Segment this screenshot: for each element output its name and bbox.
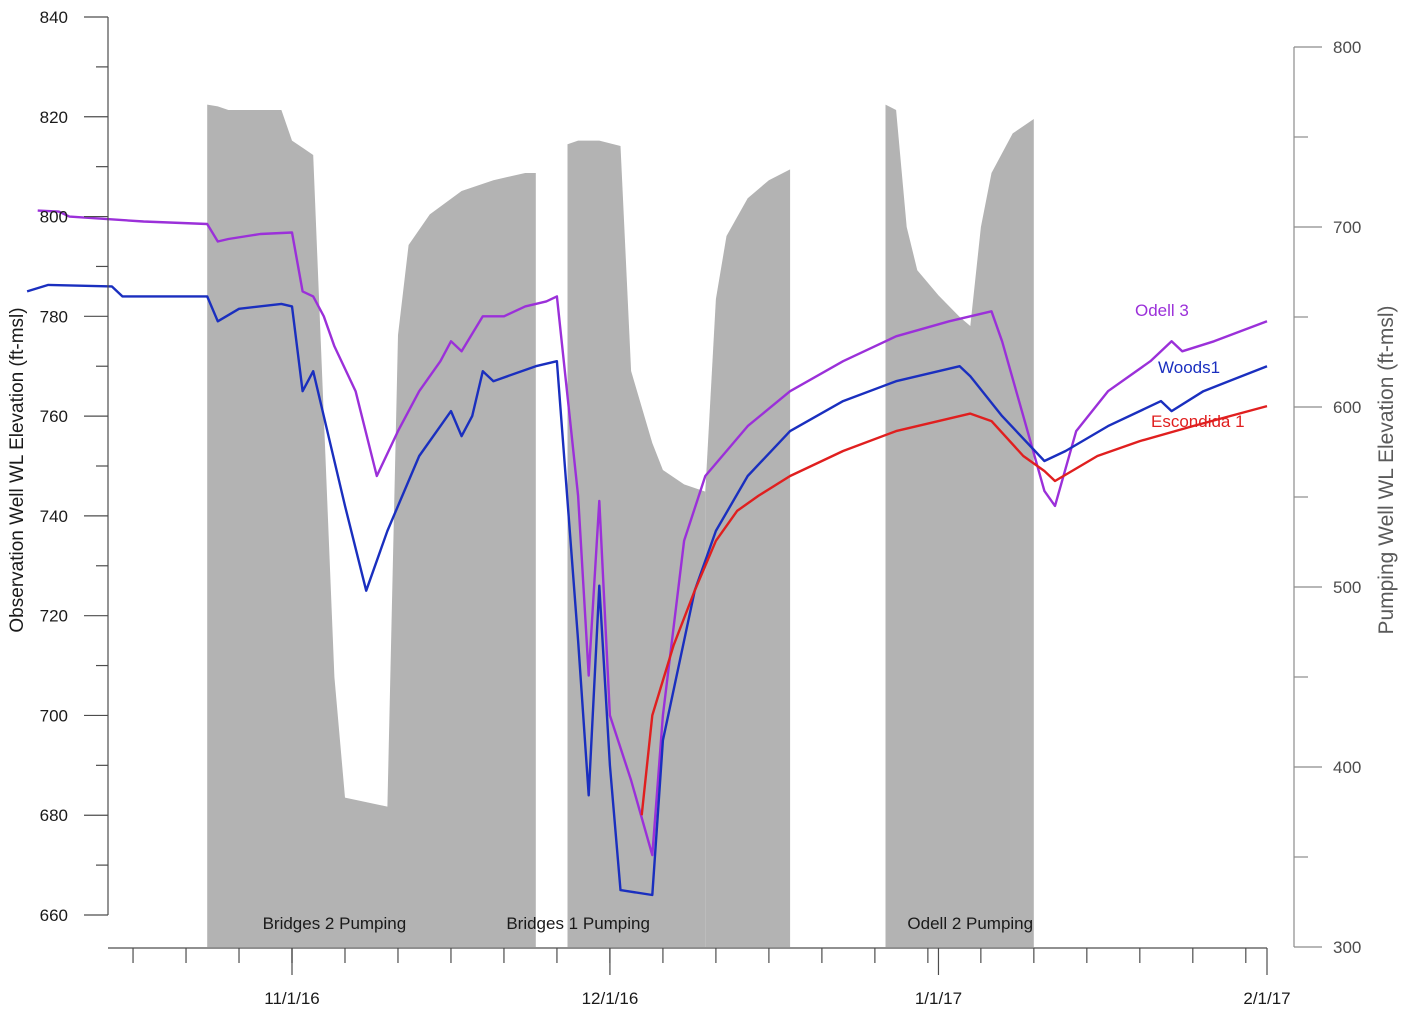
- pumping-bands: [207, 104, 1034, 948]
- right-tick-label: 800: [1333, 38, 1361, 57]
- right-tick-label: 300: [1333, 938, 1361, 957]
- series-labels: Odell 3 Woods1 Escondida 1: [1135, 301, 1245, 431]
- pumping-band-5: [885, 104, 1034, 948]
- y-axis-title: Observation Well WL Elevation (ft-msl): [7, 307, 28, 632]
- period-labels: Bridges 2 Pumping Bridges 1 Pumping Odell …: [263, 914, 1034, 933]
- left-tick-label: 740: [40, 507, 68, 526]
- right-y-axis: 300 400 500 600 700 800: [1293, 38, 1361, 957]
- right-tick-label: 400: [1333, 758, 1361, 777]
- series-label-escondida-1: Escondida 1: [1151, 412, 1245, 431]
- x-tick-label: 1/1/17: [915, 989, 962, 1008]
- left-tick-label: 840: [40, 8, 68, 27]
- left-tick-label: 680: [40, 806, 68, 825]
- period-label: Bridges 1 Pumping: [506, 914, 650, 933]
- left-tick-label: 700: [40, 706, 68, 725]
- x-axis: 11/1/16 12/1/16 1/1/17 2/1/17: [108, 947, 1291, 1008]
- pumping-band-1: [207, 104, 536, 948]
- series-label-odell-3: Odell 3: [1135, 301, 1189, 320]
- series-label-woods1: Woods1: [1158, 358, 1220, 377]
- pumping-band-3: [567, 140, 706, 948]
- pumping-band-4: [705, 169, 791, 947]
- left-tick-label: 800: [40, 208, 68, 227]
- period-label: Bridges 2 Pumping: [263, 914, 407, 933]
- left-tick-label: 820: [40, 108, 68, 127]
- left-tick-label: 660: [40, 906, 68, 925]
- left-tick-label: 780: [40, 307, 68, 326]
- series-line-woods1: [26, 283, 1268, 897]
- x-tick-label: 2/1/17: [1243, 989, 1290, 1008]
- period-label: Odell 2 Pumping: [907, 914, 1033, 933]
- right-tick-label: 600: [1333, 398, 1361, 417]
- right-tick-label: 700: [1333, 218, 1361, 237]
- y2-axis-title: Pumping Well WL Elevation (ft-msl): [1375, 305, 1398, 634]
- x-tick-label: 12/1/16: [582, 989, 639, 1008]
- left-tick-label: 720: [40, 607, 68, 626]
- series-lines: [26, 209, 1268, 897]
- series-line-escondida-1: [640, 404, 1268, 816]
- right-tick-label: 500: [1333, 578, 1361, 597]
- left-tick-label: 760: [40, 407, 68, 426]
- x-tick-label: 11/1/16: [264, 989, 319, 1008]
- left-y-axis: 660 680 700 720 740 760 780 800 820 840: [40, 8, 109, 925]
